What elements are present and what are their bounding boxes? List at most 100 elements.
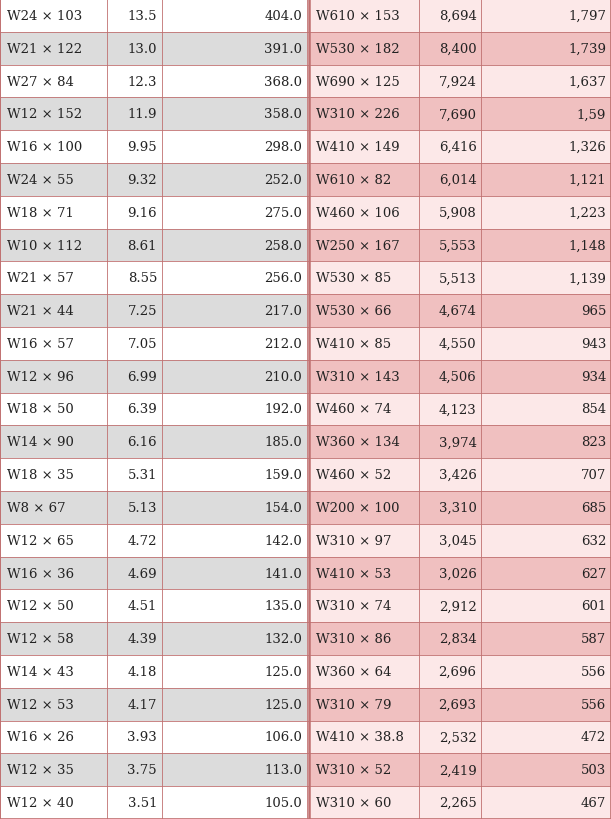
Text: W18 × 71: W18 × 71 xyxy=(7,206,74,219)
Text: 934: 934 xyxy=(580,370,606,383)
Text: 5,513: 5,513 xyxy=(439,272,477,285)
Text: 965: 965 xyxy=(580,305,606,318)
Text: W690 × 125: W690 × 125 xyxy=(316,75,400,88)
Text: W12 × 50: W12 × 50 xyxy=(7,600,74,613)
Bar xyxy=(309,590,611,622)
Bar xyxy=(0,164,307,197)
Bar xyxy=(309,131,611,164)
Text: 1,326: 1,326 xyxy=(568,141,606,154)
Bar xyxy=(309,688,611,721)
Bar xyxy=(0,426,307,459)
Bar xyxy=(309,655,611,688)
Text: W14 × 90: W14 × 90 xyxy=(7,436,74,449)
Text: 159.0: 159.0 xyxy=(264,468,302,482)
Text: 258.0: 258.0 xyxy=(264,239,302,252)
Bar xyxy=(0,0,307,33)
Text: 192.0: 192.0 xyxy=(264,403,302,416)
Text: W410 × 38.8: W410 × 38.8 xyxy=(316,731,404,744)
Bar xyxy=(309,262,611,295)
Text: 2,696: 2,696 xyxy=(439,665,477,678)
Text: 9.16: 9.16 xyxy=(128,206,157,219)
Bar xyxy=(309,491,611,524)
Text: 6.99: 6.99 xyxy=(127,370,157,383)
Text: 2,419: 2,419 xyxy=(439,763,477,776)
Text: 1,739: 1,739 xyxy=(568,43,606,56)
Bar xyxy=(309,164,611,197)
Text: W310 × 226: W310 × 226 xyxy=(316,108,400,121)
Text: W12 × 40: W12 × 40 xyxy=(7,796,74,809)
Bar xyxy=(0,721,307,753)
Text: W16 × 26: W16 × 26 xyxy=(7,731,75,744)
Text: 4.51: 4.51 xyxy=(128,600,157,613)
Text: 7,690: 7,690 xyxy=(439,108,477,121)
Text: 472: 472 xyxy=(581,731,606,744)
Text: 113.0: 113.0 xyxy=(264,763,302,776)
Text: W12 × 53: W12 × 53 xyxy=(7,698,74,711)
Text: 5.31: 5.31 xyxy=(128,468,157,482)
Bar xyxy=(309,721,611,753)
Text: 105.0: 105.0 xyxy=(264,796,302,809)
Text: 135.0: 135.0 xyxy=(264,600,302,613)
Text: 368.0: 368.0 xyxy=(264,75,302,88)
Text: W610 × 82: W610 × 82 xyxy=(316,174,391,187)
Text: 252.0: 252.0 xyxy=(264,174,302,187)
Text: W24 × 103: W24 × 103 xyxy=(7,10,82,23)
Text: 1,59: 1,59 xyxy=(577,108,606,121)
Text: 4,123: 4,123 xyxy=(439,403,477,416)
Text: 8,400: 8,400 xyxy=(439,43,477,56)
Text: 5,908: 5,908 xyxy=(439,206,477,219)
Text: 1,148: 1,148 xyxy=(568,239,606,252)
Text: 854: 854 xyxy=(581,403,606,416)
Text: 210.0: 210.0 xyxy=(264,370,302,383)
Text: W360 × 134: W360 × 134 xyxy=(316,436,400,449)
Bar xyxy=(0,524,307,557)
Text: 4.72: 4.72 xyxy=(128,534,157,547)
Text: 707: 707 xyxy=(580,468,606,482)
Bar xyxy=(0,328,307,360)
Text: 132.0: 132.0 xyxy=(264,632,302,645)
Text: W530 × 66: W530 × 66 xyxy=(316,305,392,318)
Text: W10 × 112: W10 × 112 xyxy=(7,239,82,252)
Text: 404.0: 404.0 xyxy=(264,10,302,23)
Text: 154.0: 154.0 xyxy=(264,501,302,514)
Text: 4.17: 4.17 xyxy=(128,698,157,711)
Bar xyxy=(0,131,307,164)
Text: W310 × 52: W310 × 52 xyxy=(316,763,391,776)
Bar xyxy=(0,262,307,295)
Text: 125.0: 125.0 xyxy=(264,665,302,678)
Text: W250 × 167: W250 × 167 xyxy=(316,239,400,252)
Text: 275.0: 275.0 xyxy=(264,206,302,219)
Text: W310 × 60: W310 × 60 xyxy=(316,796,391,809)
Text: W27 × 84: W27 × 84 xyxy=(7,75,74,88)
Text: 632: 632 xyxy=(580,534,606,547)
Text: W21 × 57: W21 × 57 xyxy=(7,272,74,285)
Bar xyxy=(309,459,611,491)
Text: W16 × 36: W16 × 36 xyxy=(7,567,75,580)
Bar xyxy=(309,197,611,229)
Bar xyxy=(309,33,611,66)
Bar xyxy=(309,98,611,131)
Text: 6,416: 6,416 xyxy=(439,141,477,154)
Text: 2,912: 2,912 xyxy=(439,600,477,613)
Text: W12 × 35: W12 × 35 xyxy=(7,763,74,776)
Text: 556: 556 xyxy=(581,665,606,678)
Bar xyxy=(309,0,611,33)
Bar xyxy=(309,622,611,655)
Text: 358.0: 358.0 xyxy=(264,108,302,121)
Text: 141.0: 141.0 xyxy=(264,567,302,580)
Text: 2,532: 2,532 xyxy=(439,731,477,744)
Text: 1,797: 1,797 xyxy=(568,10,606,23)
Bar xyxy=(309,328,611,360)
Text: 256.0: 256.0 xyxy=(264,272,302,285)
Text: W12 × 58: W12 × 58 xyxy=(7,632,74,645)
Text: W18 × 50: W18 × 50 xyxy=(7,403,74,416)
Bar xyxy=(0,753,307,786)
Bar xyxy=(309,557,611,590)
Text: 142.0: 142.0 xyxy=(264,534,302,547)
Bar xyxy=(309,426,611,459)
Text: 5,553: 5,553 xyxy=(439,239,477,252)
Text: 2,834: 2,834 xyxy=(439,632,477,645)
Text: 6.39: 6.39 xyxy=(127,403,157,416)
Text: 6.16: 6.16 xyxy=(128,436,157,449)
Bar xyxy=(0,491,307,524)
